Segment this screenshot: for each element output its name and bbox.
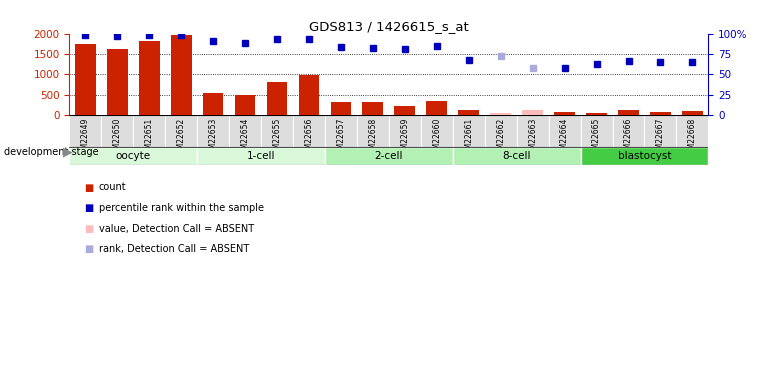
Text: GSM22653: GSM22653 [209,117,218,159]
Text: GSM22657: GSM22657 [336,117,346,159]
Bar [458,110,479,115]
Bar [133,115,166,147]
Text: count: count [99,183,126,192]
Bar [554,112,575,115]
Bar [548,115,581,147]
Bar [427,101,447,115]
Bar [69,115,102,147]
Text: GSM22660: GSM22660 [432,117,441,159]
Text: blastocyst: blastocyst [618,151,671,161]
Bar [453,147,581,165]
Bar [197,147,325,165]
Bar [677,115,708,147]
Bar [203,93,223,115]
Bar [75,44,95,115]
Bar [586,112,607,115]
Text: GSM22661: GSM22661 [464,117,474,159]
Bar [485,115,517,147]
Bar [613,115,644,147]
Text: GSM22666: GSM22666 [624,117,633,159]
Title: GDS813 / 1426615_s_at: GDS813 / 1426615_s_at [309,20,469,33]
Text: GSM22649: GSM22649 [81,117,90,159]
Bar [522,110,543,115]
Bar [69,147,197,165]
Bar [235,94,256,115]
Bar [650,112,671,115]
Bar [325,115,357,147]
Text: oocyte: oocyte [116,151,151,161]
Text: 8-cell: 8-cell [502,151,531,161]
Text: ■: ■ [84,183,93,192]
Bar [490,112,511,115]
Bar [357,115,389,147]
Text: GSM22654: GSM22654 [240,117,249,159]
Bar [197,115,229,147]
Text: GSM22650: GSM22650 [112,117,122,159]
Bar [682,111,703,115]
Bar [421,115,453,147]
Bar [389,115,420,147]
Bar [266,82,287,115]
Bar [644,115,677,147]
Text: rank, Detection Call = ABSENT: rank, Detection Call = ABSENT [99,244,249,254]
Text: GSM22658: GSM22658 [368,117,377,159]
Text: GSM22656: GSM22656 [304,117,313,159]
Bar [330,102,351,115]
Text: percentile rank within the sample: percentile rank within the sample [99,203,263,213]
Text: GSM22664: GSM22664 [560,117,569,159]
Bar [517,115,549,147]
Bar [325,147,453,165]
Bar [171,35,192,115]
Bar [581,147,708,165]
Text: 1-cell: 1-cell [246,151,276,161]
Bar [299,75,320,115]
Text: GSM22662: GSM22662 [496,117,505,159]
Bar [394,105,415,115]
Bar [139,40,159,115]
Text: development stage: development stage [4,147,99,157]
Bar [166,115,197,147]
Bar [293,115,325,147]
Text: GSM22655: GSM22655 [273,117,282,159]
Bar [581,115,613,147]
Bar [107,49,128,115]
Bar [261,115,293,147]
Text: ■: ■ [84,224,93,234]
Text: GSM22665: GSM22665 [592,117,601,159]
Text: GSM22668: GSM22668 [688,117,697,159]
Text: GSM22651: GSM22651 [145,117,154,159]
Text: ■: ■ [84,244,93,254]
Text: GSM22663: GSM22663 [528,117,537,159]
Bar [618,110,639,115]
Text: ▶: ▶ [63,146,72,158]
Text: ■: ■ [84,203,93,213]
Bar [453,115,485,147]
Text: GSM22667: GSM22667 [656,117,665,159]
Text: GSM22652: GSM22652 [176,117,186,159]
Text: 2-cell: 2-cell [374,151,403,161]
Bar [363,102,383,115]
Bar [229,115,261,147]
Bar [102,115,133,147]
Text: value, Detection Call = ABSENT: value, Detection Call = ABSENT [99,224,253,234]
Text: GSM22659: GSM22659 [400,117,410,159]
